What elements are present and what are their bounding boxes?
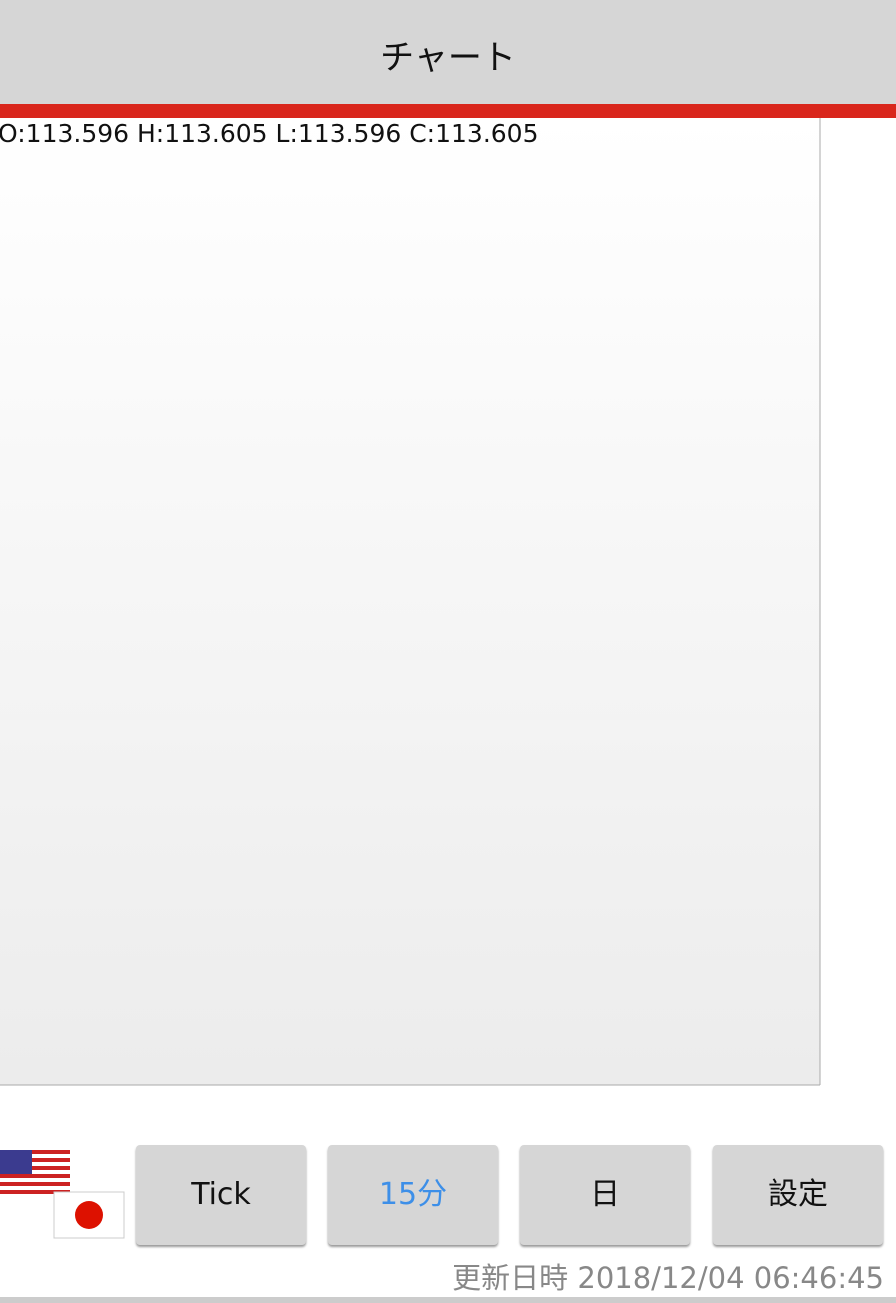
title: チャート	[380, 38, 516, 78]
header: チャート	[0, 0, 896, 104]
settings-button[interactable]: 設定	[713, 1145, 883, 1245]
header-rule	[0, 104, 896, 118]
tick-button[interactable]: Tick	[136, 1145, 306, 1245]
us-flag[interactable]	[0, 1150, 70, 1198]
flags[interactable]	[0, 1148, 130, 1243]
15min-button[interactable]: 15分	[328, 1145, 498, 1245]
jp-flag[interactable]	[53, 1191, 125, 1239]
day-button[interactable]: 日	[520, 1145, 690, 1245]
ohlc-label: O:113.596 H:113.605 L:113.596 C:113.605	[0, 119, 538, 148]
update-time: 更新日時 2018/12/04 06:46:45	[452, 1261, 884, 1295]
chart: O:113.596 H:113.605 L:113.596 C:113.605	[0, 118, 821, 1086]
bottom-rule	[0, 1297, 896, 1303]
plot-area	[0, 118, 820, 1085]
